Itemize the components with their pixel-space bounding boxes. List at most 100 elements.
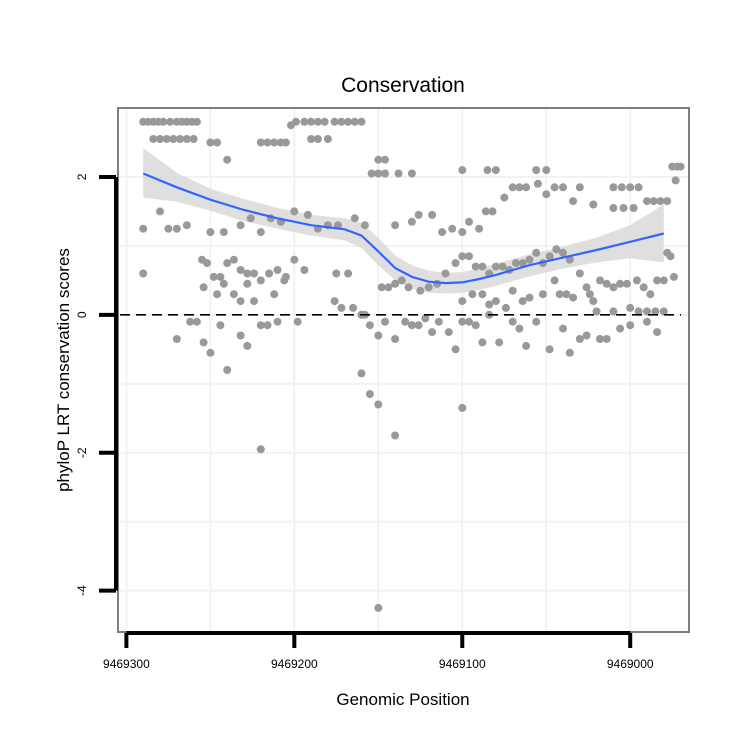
data-point [270, 138, 279, 147]
data-point [401, 317, 410, 326]
data-point [290, 255, 299, 264]
data-point [609, 183, 618, 192]
data-point [643, 197, 651, 206]
data-point [609, 307, 618, 316]
data-point [192, 317, 201, 326]
data-point [659, 276, 668, 285]
data-point [596, 335, 604, 343]
data-point [182, 221, 191, 230]
data-point [458, 297, 467, 306]
data-point [243, 269, 252, 278]
data-point [512, 259, 520, 268]
data-point [176, 135, 185, 143]
data-point [616, 279, 625, 288]
data-point [223, 366, 232, 374]
data-point [256, 445, 265, 454]
data-point [542, 166, 551, 175]
confidence-band [143, 148, 664, 294]
data-point [404, 283, 413, 292]
data-point [397, 276, 406, 285]
data-point [518, 297, 527, 306]
data-point [256, 276, 265, 285]
data-point [209, 272, 218, 281]
data-point [500, 193, 509, 202]
data-point [330, 117, 339, 126]
data-point [139, 269, 148, 278]
data-point [139, 224, 148, 233]
data-point [156, 207, 164, 216]
data-point [374, 400, 383, 409]
data-point [671, 176, 680, 185]
data-point [609, 204, 618, 212]
data-point [525, 255, 534, 264]
data-point [374, 169, 383, 178]
data-point [236, 331, 245, 340]
data-point [223, 155, 232, 164]
data-point [407, 217, 416, 226]
data-point [582, 331, 591, 340]
data-point [381, 155, 389, 164]
data-point [162, 135, 171, 143]
data-point [273, 317, 282, 326]
data-point [444, 328, 453, 337]
data-point [391, 279, 400, 288]
x-axis-title: Genomic Position [336, 690, 469, 709]
data-point [532, 248, 541, 257]
data-point [313, 135, 322, 143]
data-point [617, 183, 626, 192]
data-point [256, 138, 265, 147]
data-point [666, 252, 675, 261]
data-point [290, 207, 299, 216]
data-point [391, 335, 400, 343]
data-point [381, 317, 389, 326]
data-point [545, 252, 554, 261]
data-point [265, 269, 274, 278]
data-point [424, 283, 433, 292]
data-point [465, 317, 473, 326]
data-point [465, 217, 473, 226]
data-point [172, 335, 181, 343]
x-tick-label: 9469200 [271, 657, 318, 671]
data-point [634, 183, 643, 192]
data-point [498, 262, 507, 271]
data-point [585, 290, 594, 299]
x-tick-label: 9469000 [607, 657, 654, 671]
data-point [374, 603, 383, 612]
data-point [219, 279, 228, 288]
data-point [337, 303, 346, 312]
data-point [559, 183, 567, 192]
data-point [569, 293, 578, 302]
data-point [169, 135, 178, 143]
data-point [307, 135, 316, 143]
data-point [164, 224, 173, 233]
data-point [659, 307, 668, 316]
data-point [481, 207, 490, 216]
data-point [300, 266, 309, 274]
data-point [374, 331, 383, 340]
data-point [532, 166, 541, 175]
data-point [256, 321, 265, 330]
data-point [243, 341, 252, 350]
data-point [357, 369, 366, 378]
data-point [465, 252, 473, 261]
data-point [441, 269, 450, 278]
data-point [357, 117, 366, 126]
data-point [532, 317, 541, 326]
data-point [407, 169, 416, 178]
data-point [350, 117, 359, 126]
data-point [525, 293, 534, 302]
data-point [515, 324, 524, 333]
chart-title: Conservation [341, 74, 465, 97]
data-point [223, 259, 232, 268]
data-point [416, 286, 425, 295]
data-point [273, 266, 282, 274]
data-point [149, 135, 158, 143]
data-point [663, 197, 672, 206]
data-point [270, 290, 279, 299]
y-tick-label: -2 [75, 447, 89, 458]
data-point [478, 262, 487, 271]
data-point [626, 303, 635, 312]
data-point [307, 117, 316, 126]
data-point [219, 228, 228, 237]
